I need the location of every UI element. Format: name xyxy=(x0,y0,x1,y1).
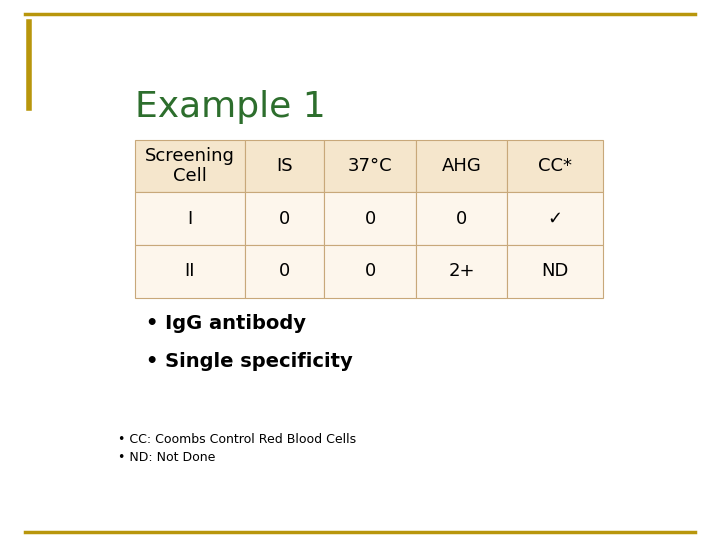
Text: • CC: Coombs Control Red Blood Cells: • CC: Coombs Control Red Blood Cells xyxy=(118,433,356,446)
FancyBboxPatch shape xyxy=(325,140,416,192)
Text: • Single specificity: • Single specificity xyxy=(145,352,353,370)
Text: CC*: CC* xyxy=(539,157,572,175)
Text: I: I xyxy=(187,210,192,228)
Text: • IgG antibody: • IgG antibody xyxy=(145,314,306,333)
Text: 0: 0 xyxy=(364,210,376,228)
Text: 0: 0 xyxy=(456,210,467,228)
FancyBboxPatch shape xyxy=(245,140,325,192)
Text: IS: IS xyxy=(276,157,293,175)
Text: 0: 0 xyxy=(279,210,290,228)
Text: 0: 0 xyxy=(364,262,376,280)
Text: 37°C: 37°C xyxy=(348,157,392,175)
FancyBboxPatch shape xyxy=(416,192,508,245)
Text: ✓: ✓ xyxy=(548,210,563,228)
FancyBboxPatch shape xyxy=(325,192,416,245)
FancyBboxPatch shape xyxy=(508,192,603,245)
FancyBboxPatch shape xyxy=(416,140,508,192)
FancyBboxPatch shape xyxy=(135,140,245,192)
FancyBboxPatch shape xyxy=(508,245,603,298)
Text: II: II xyxy=(184,262,195,280)
FancyBboxPatch shape xyxy=(245,192,325,245)
FancyBboxPatch shape xyxy=(508,140,603,192)
FancyBboxPatch shape xyxy=(135,192,245,245)
Text: AHG: AHG xyxy=(441,157,482,175)
Text: Example 1: Example 1 xyxy=(135,90,325,124)
Text: 2+: 2+ xyxy=(449,262,474,280)
FancyBboxPatch shape xyxy=(325,245,416,298)
Text: 0: 0 xyxy=(279,262,290,280)
FancyBboxPatch shape xyxy=(416,245,508,298)
Text: ND: ND xyxy=(541,262,569,280)
Text: • ND: Not Done: • ND: Not Done xyxy=(118,451,215,464)
FancyBboxPatch shape xyxy=(135,245,245,298)
FancyBboxPatch shape xyxy=(245,245,325,298)
Text: Screening
Cell: Screening Cell xyxy=(145,146,235,185)
